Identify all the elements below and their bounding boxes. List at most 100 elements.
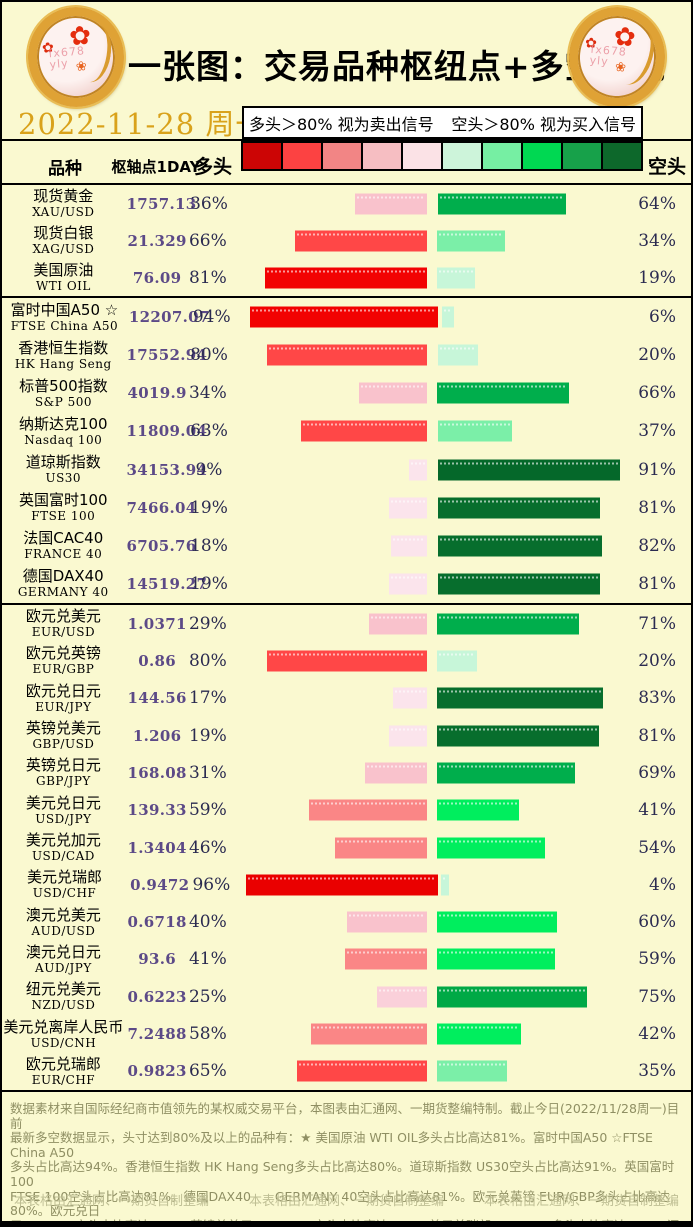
instrument-cell: 欧元兑日元 EUR/JPY (0, 681, 127, 714)
short-bar (437, 986, 588, 1008)
long-signal-rule: 多头＞80% 视为卖出信号 (249, 114, 434, 134)
short-bar (437, 613, 580, 635)
instrument-group-1: 富时中国A50 ☆ FTSE China A50 12207.07 94% 6%… (0, 298, 693, 605)
long-short-bar-area (233, 298, 649, 336)
instrument-name: 英镑兑美元 (25, 719, 101, 738)
table-row: 纽元兑美元 NZD/USD 0.6223 25% 75% (0, 978, 693, 1015)
table-row: 美元兑离岸人民币 USD/CNH 7.2488 58% 42% (0, 1015, 693, 1052)
signal-legend: 多头＞80% 视为卖出信号 空头＞80% 视为买入信号 (242, 106, 643, 139)
short-percent: 81% (638, 497, 676, 518)
instrument-code: AUD/JPY (35, 960, 92, 975)
table-row: 标普500指数 S&P 500 4019.9 34% 66% (0, 374, 693, 412)
scale-swatch-8 (563, 143, 601, 169)
short-percent: 82% (638, 535, 676, 556)
pivot-value: 12207.07 (128, 308, 210, 327)
instrument-name: 美国原油 (33, 261, 94, 279)
long-percent: 80% (190, 345, 228, 366)
pivot-value: 11809.04 (126, 422, 208, 441)
short-percent: 20% (638, 650, 676, 671)
instrument-cell: 澳元兑日元 AUD/JPY (0, 942, 127, 975)
long-percent: 19% (188, 725, 227, 746)
short-signal-rule: 空头＞80% 视为买入信号 (451, 114, 636, 134)
pivot-value: 7.2488 (127, 1025, 187, 1044)
instrument-name: 欧元兑美元 (25, 607, 101, 626)
long-short-bar-area (229, 451, 638, 489)
long-percent: 41% (188, 949, 227, 970)
instrument-name: 法国CAC40 (23, 529, 104, 548)
instrument-name: 英国富时100 (18, 491, 108, 510)
long-short-bar-area (228, 680, 638, 717)
instrument-name: 纽元兑美元 (25, 980, 101, 999)
long-percent: 40% (188, 912, 227, 933)
short-bar (437, 911, 558, 933)
short-bar (441, 874, 450, 896)
long-short-bar-area (228, 717, 638, 754)
long-percent: 34% (188, 383, 227, 404)
instrument-cell: 欧元兑瑞郎 EUR/CHF (0, 1055, 127, 1087)
table-row: 英国富时100 FTSE 100 7466.04 19% 81% (0, 489, 693, 527)
long-short-bar-area (228, 978, 638, 1015)
long-bar (347, 911, 428, 933)
pivot-value: 0.86 (138, 651, 176, 670)
instrument-table: 现货黄金 XAU/USD 1757.13 36% 64% 现货白银 XAG/US… (0, 185, 693, 1092)
report-date: 2022-11-28 周一 (18, 107, 266, 141)
long-bar (389, 497, 428, 519)
long-bar (369, 613, 428, 635)
short-percent: 4% (649, 874, 677, 895)
scale-swatch-0 (243, 143, 281, 169)
short-bar (437, 687, 604, 709)
instrument-group-2: 欧元兑美元 EUR/USD 1.0371 29% 71% 欧元兑英镑 EUR/G… (0, 605, 693, 1092)
scale-swatch-6 (483, 143, 521, 169)
short-bar (437, 1060, 508, 1082)
long-bar (297, 1060, 428, 1082)
short-bar (437, 382, 570, 404)
logo-watermark: fx678 yly (589, 42, 628, 69)
table-row: 现货黄金 XAU/USD 1757.13 36% 64% (0, 185, 693, 222)
short-bar (438, 420, 513, 442)
logo-watermark: fx678 yly (48, 44, 86, 72)
instrument-name: 欧元兑日元 (25, 681, 101, 700)
instrument-cell: 道琼斯指数 US30 (0, 454, 127, 486)
long-bar (409, 459, 428, 481)
table-row: 纳斯达克100 Nasdaq 100 11809.04 63% 37% (0, 412, 693, 450)
long-percent: 58% (188, 1024, 227, 1045)
instrument-cell: 澳元兑美元 AUD/USD (0, 906, 127, 938)
short-percent: 81% (638, 573, 676, 594)
short-percent: 64% (638, 193, 676, 214)
long-bar (309, 799, 428, 821)
instrument-code: USD/CNH (30, 1035, 97, 1050)
long-percent: 65% (188, 1061, 227, 1082)
long-bar (377, 986, 428, 1008)
short-percent: 54% (638, 837, 676, 858)
table-row: 富时中国A50 ☆ FTSE China A50 12207.07 94% 6% (0, 298, 693, 336)
short-bar (438, 344, 479, 366)
instrument-name: 澳元兑日元 (25, 942, 101, 961)
short-bar (437, 948, 556, 970)
instrument-code: EUR/CHF (31, 1072, 96, 1087)
instrument-name: 德国DAX40 (22, 567, 104, 586)
long-percent: 94% (192, 307, 231, 328)
table-header: 品种 枢轴点1DAY 多头 空头 (0, 139, 693, 185)
table-row: 欧元兑瑞郎 EUR/CHF 0.9823 65% 35% (0, 1053, 693, 1090)
long-percent: 46% (188, 837, 227, 858)
scale-swatch-2 (323, 143, 361, 169)
table-row: 英镑兑美元 GBP/USD 1.206 19% 81% (0, 717, 693, 754)
instrument-cell: 英国富时100 FTSE 100 (0, 491, 127, 524)
table-row: 德国DAX40 GERMANY 40 14519.27 19% 81% (0, 565, 693, 603)
short-percent: 91% (638, 459, 676, 480)
instrument-cell: 英镑兑美元 GBP/USD (0, 719, 127, 752)
pivot-value: 7466.04 (126, 498, 197, 517)
long-short-bar-area (228, 374, 638, 412)
short-percent: 19% (638, 267, 676, 288)
long-percent: 59% (188, 800, 227, 821)
column-header-instrument: 品种 (48, 159, 82, 179)
long-short-bar-area (229, 185, 638, 222)
instrument-cell: 现货白银 XAG/USD (0, 225, 127, 257)
pivot-value: 144.56 (127, 689, 187, 708)
pivot-value: 34153.94 (126, 460, 208, 479)
short-bar (438, 459, 621, 481)
pivot-value: 93.6 (138, 950, 176, 969)
instrument-code: EUR/JPY (35, 699, 92, 714)
instrument-code: XAG/USD (32, 242, 95, 256)
long-percent: 80% (188, 650, 227, 671)
